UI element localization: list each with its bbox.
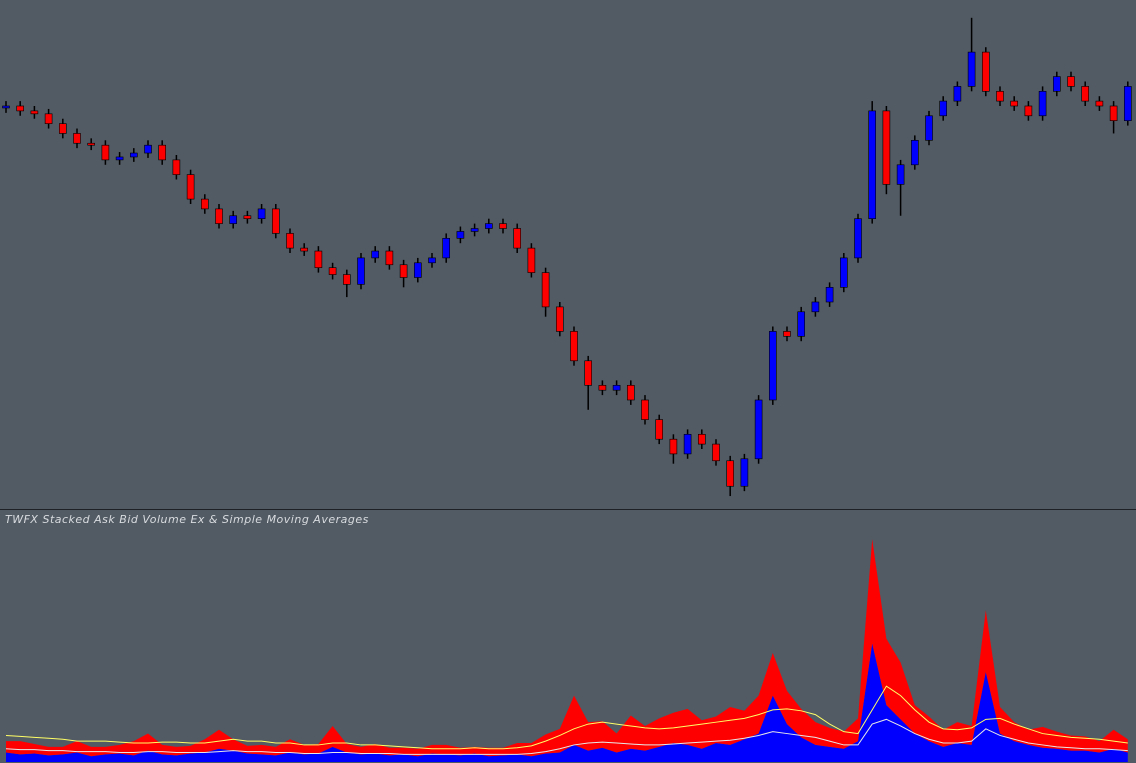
candle-body xyxy=(910,140,919,166)
candle-body xyxy=(413,262,422,278)
candle-body xyxy=(697,433,706,445)
volume-area xyxy=(6,643,1128,762)
candle-body xyxy=(868,110,877,220)
candle-body xyxy=(16,105,25,112)
candle-body xyxy=(683,433,692,455)
candle-body xyxy=(130,152,138,158)
candle-body xyxy=(300,247,309,252)
candle-body xyxy=(399,264,408,278)
candle-body xyxy=(186,174,195,200)
candle-body xyxy=(385,250,394,266)
candle-body xyxy=(839,257,848,288)
candle-body xyxy=(144,144,152,154)
candle-body xyxy=(1053,76,1061,92)
candle-body xyxy=(768,331,777,401)
moving-average xyxy=(5,685,1128,750)
candle-body xyxy=(896,164,905,185)
candle-body xyxy=(740,458,749,487)
candle-body xyxy=(570,331,578,362)
candle-body xyxy=(428,257,436,264)
candle-body xyxy=(1095,100,1104,107)
candle-body xyxy=(87,142,95,146)
candle-body xyxy=(811,301,820,313)
candle-body xyxy=(44,113,53,124)
candle-body xyxy=(1124,86,1132,122)
candle-body xyxy=(527,247,536,273)
candle-body xyxy=(641,399,649,420)
candle-body xyxy=(854,218,862,259)
candle-body xyxy=(286,233,294,249)
candle-body xyxy=(201,198,209,210)
candle-body xyxy=(1038,91,1047,117)
indicator-title: TWFX Stacked Ask Bid Volume Ex & Simple … xyxy=(5,513,369,526)
candle-body xyxy=(584,360,593,386)
candle-body xyxy=(73,133,81,144)
candle-body xyxy=(58,123,67,134)
candle-body xyxy=(257,208,266,219)
candle-body xyxy=(996,91,1004,102)
candle-body xyxy=(953,86,962,102)
candle-body xyxy=(1010,100,1019,107)
candle-body xyxy=(328,267,337,275)
candle-body xyxy=(172,159,181,175)
candle-body xyxy=(215,208,223,224)
candle-body xyxy=(612,384,621,391)
volume-area xyxy=(6,539,1128,757)
candle-body xyxy=(513,228,522,249)
candle-body xyxy=(626,384,635,401)
candle-body xyxy=(1024,105,1033,117)
candle-body xyxy=(712,443,720,462)
candle-body xyxy=(981,51,990,92)
candle-body xyxy=(1081,86,1089,102)
candle-body xyxy=(456,231,465,239)
candle-body xyxy=(882,110,891,185)
candle-body xyxy=(967,51,976,87)
candle-body xyxy=(342,274,351,285)
candle-body xyxy=(314,250,323,268)
candle-body xyxy=(101,144,110,161)
candle-body xyxy=(499,223,507,229)
candle-body xyxy=(1109,105,1118,121)
candle-body xyxy=(655,419,664,440)
candle-body xyxy=(1067,76,1075,87)
candle-body xyxy=(229,215,237,224)
candle-body xyxy=(2,105,10,109)
moving-average xyxy=(5,718,1128,755)
candle-body xyxy=(470,228,479,232)
candle-body xyxy=(541,272,550,308)
candle-body xyxy=(925,115,933,141)
candle-body xyxy=(939,100,948,117)
candle-body xyxy=(243,215,252,219)
candle-body xyxy=(484,223,493,229)
candle-body xyxy=(442,238,451,259)
candle-body xyxy=(555,306,564,332)
candle-body xyxy=(158,144,166,161)
candle-body xyxy=(357,257,365,285)
candle-body xyxy=(371,250,380,259)
candle-body xyxy=(726,460,735,487)
candle-body xyxy=(825,286,834,303)
candle-body xyxy=(30,110,39,115)
candle-body xyxy=(797,311,806,337)
candle-body xyxy=(669,438,678,455)
candle-body xyxy=(271,208,280,234)
candle-body xyxy=(598,384,607,391)
candle-body xyxy=(783,331,791,337)
candle-body xyxy=(754,399,763,460)
candle-body xyxy=(115,156,124,161)
